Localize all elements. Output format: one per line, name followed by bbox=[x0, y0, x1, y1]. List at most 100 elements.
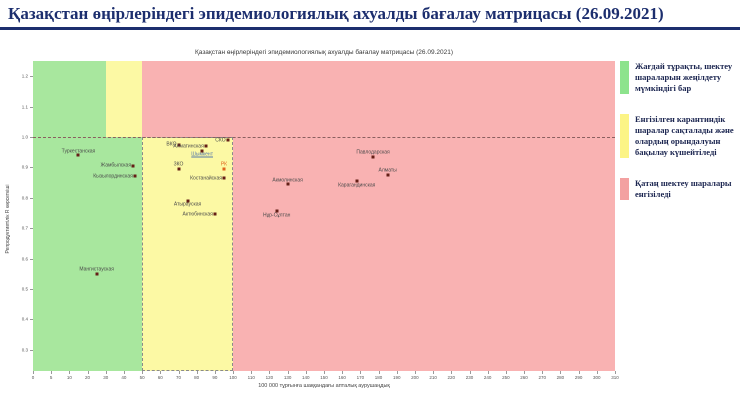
y-axis-label: Репродуктивтілік R көрсеткіші bbox=[5, 184, 11, 254]
y-tick-mark bbox=[30, 258, 33, 260]
y-tick-mark bbox=[30, 197, 33, 199]
y-tick-label: 0.6 bbox=[21, 256, 28, 262]
y-tick-label: 0.3 bbox=[21, 347, 28, 353]
zone-green bbox=[33, 61, 106, 137]
data-point-label: Карагандинская bbox=[338, 182, 376, 189]
y-tick-label: 1.0 bbox=[21, 134, 28, 140]
main-title: Қазақстан өңірлеріндегі эпидемиологиялық… bbox=[0, 0, 740, 30]
data-point-label: РК bbox=[220, 161, 228, 168]
legend-label: Енгізілген карантиндік шаралар сақталады… bbox=[635, 114, 734, 158]
data-point-label: СКО bbox=[215, 137, 226, 144]
x-tick-mark bbox=[433, 371, 435, 374]
x-tick-mark bbox=[596, 371, 598, 374]
x-tick-label: 30 bbox=[103, 375, 109, 380]
x-tick-label: 50 bbox=[139, 375, 145, 380]
data-point-label: Алматы bbox=[378, 167, 397, 174]
data-point-Жамбылская: Жамбылская bbox=[101, 163, 135, 169]
data-point-label: Костанайская bbox=[190, 175, 222, 181]
plot-area: 0 5 10 20 30 40 50 60 70 80 90 100 110 120 130 140 150 16… bbox=[22, 61, 619, 380]
x-tick-label: 270 bbox=[538, 375, 547, 380]
data-point-label: Актюбинская bbox=[182, 211, 213, 218]
x-tick-label: 190 bbox=[392, 375, 401, 380]
y-tick-mark bbox=[30, 349, 33, 351]
x-tick-label: 220 bbox=[447, 375, 456, 380]
data-point-label: Алматинская bbox=[173, 143, 204, 150]
x-tick-mark bbox=[378, 371, 380, 374]
y-tick-label: 1.1 bbox=[21, 104, 28, 110]
x-tick-mark bbox=[524, 371, 526, 374]
data-point-label: Кызылординская bbox=[93, 173, 133, 180]
x-tick-label: 180 bbox=[374, 375, 383, 380]
x-tick-label: 160 bbox=[338, 375, 346, 380]
x-tick-mark bbox=[342, 371, 344, 374]
legend: Жағдай тұрақты, шектеу шараларын жеңілде… bbox=[620, 61, 736, 201]
x-tick-mark bbox=[251, 371, 253, 374]
x-tick-label: 140 bbox=[302, 375, 310, 380]
data-point-Алматы: Алматы bbox=[379, 168, 397, 177]
x-tick-label: 260 bbox=[520, 375, 528, 380]
x-tick-label: 70 bbox=[175, 375, 182, 380]
x-tick-label: 60 bbox=[157, 375, 163, 380]
data-point-Акмолинская: Акмолинская bbox=[272, 177, 303, 186]
x-tick-mark bbox=[123, 371, 125, 374]
x-tick-label: 310 bbox=[611, 375, 619, 380]
x-tick-label: 80 bbox=[194, 375, 200, 380]
x-tick-mark bbox=[360, 371, 362, 374]
data-point-label: Туркестанская bbox=[61, 148, 96, 155]
y-tick-mark bbox=[30, 76, 33, 78]
data-point-label: Жамбылская bbox=[100, 162, 132, 169]
x-tick-mark bbox=[414, 371, 416, 374]
zone-green bbox=[33, 136, 143, 371]
x-tick-mark bbox=[469, 371, 471, 374]
data-point-Актюбинская: Актюбинская bbox=[183, 211, 217, 217]
data-point-Костанайская: Костанайская bbox=[190, 175, 226, 181]
x-tick-label: 300 bbox=[593, 375, 601, 380]
legend-item: Жағдай тұрақты, шектеу шараларын жеңілде… bbox=[620, 61, 736, 95]
x-tick-mark bbox=[487, 371, 489, 374]
data-point-СКО: СКО bbox=[215, 137, 230, 143]
x-tick-label: 20 bbox=[85, 375, 91, 380]
x-tick-mark bbox=[578, 371, 580, 374]
y-tick-label: 0.4 bbox=[21, 316, 28, 322]
data-point-Кызылординская: Кызылординская bbox=[93, 173, 137, 179]
x-tick-mark bbox=[505, 371, 507, 374]
data-point-ЗКО: ЗКО bbox=[174, 162, 183, 171]
zone-yellow bbox=[105, 61, 143, 137]
y-tick-mark bbox=[30, 106, 33, 108]
data-point-Атырауская: Атырауская bbox=[174, 199, 201, 208]
data-point-label: ЗКО bbox=[173, 161, 184, 168]
y-tick-mark bbox=[30, 288, 33, 290]
data-point-РК: РК bbox=[221, 162, 227, 171]
x-tick-label: 120 bbox=[265, 375, 274, 380]
x-tick-mark bbox=[542, 371, 544, 374]
chart-area: Қазақстан өңірлеріндегі эпидемиологиялық… bbox=[0, 31, 740, 411]
data-point-Алматинская: Алматинская bbox=[173, 143, 208, 149]
x-tick-label: 150 bbox=[320, 375, 328, 380]
x-tick-mark bbox=[305, 371, 307, 374]
y-tick-label: 0.7 bbox=[21, 225, 28, 231]
x-tick-label: 90 bbox=[212, 375, 218, 380]
y-tick-mark bbox=[30, 167, 33, 169]
legend-swatch bbox=[620, 178, 629, 201]
x-tick-label: 100 bbox=[229, 375, 237, 380]
y-tick-label: 0.9 bbox=[21, 164, 28, 170]
chart-title: Қазақстан өңірлеріндегі эпидемиологиялық… bbox=[195, 49, 453, 56]
x-tick-mark bbox=[324, 371, 325, 374]
y-tick-label: 0.5 bbox=[21, 286, 28, 292]
x-tick-label: 280 bbox=[556, 375, 565, 380]
y-tick-label: 1.2 bbox=[21, 73, 28, 79]
x-tick-label: 40 bbox=[121, 375, 127, 380]
zone-yellow bbox=[142, 136, 234, 371]
x-tick-mark bbox=[451, 371, 453, 374]
x-tick-mark bbox=[396, 371, 398, 374]
x-tick-label: 250 bbox=[502, 375, 510, 380]
y-tick-mark bbox=[30, 319, 33, 321]
data-point-Мангистауская: Мангистауская bbox=[79, 267, 114, 276]
x-tick-mark bbox=[214, 371, 216, 374]
x-tick-mark bbox=[233, 371, 235, 374]
x-tick-mark bbox=[178, 371, 180, 374]
x-tick-label: 0 bbox=[31, 375, 35, 380]
x-tick-mark bbox=[160, 371, 162, 374]
zone-red bbox=[142, 61, 615, 137]
